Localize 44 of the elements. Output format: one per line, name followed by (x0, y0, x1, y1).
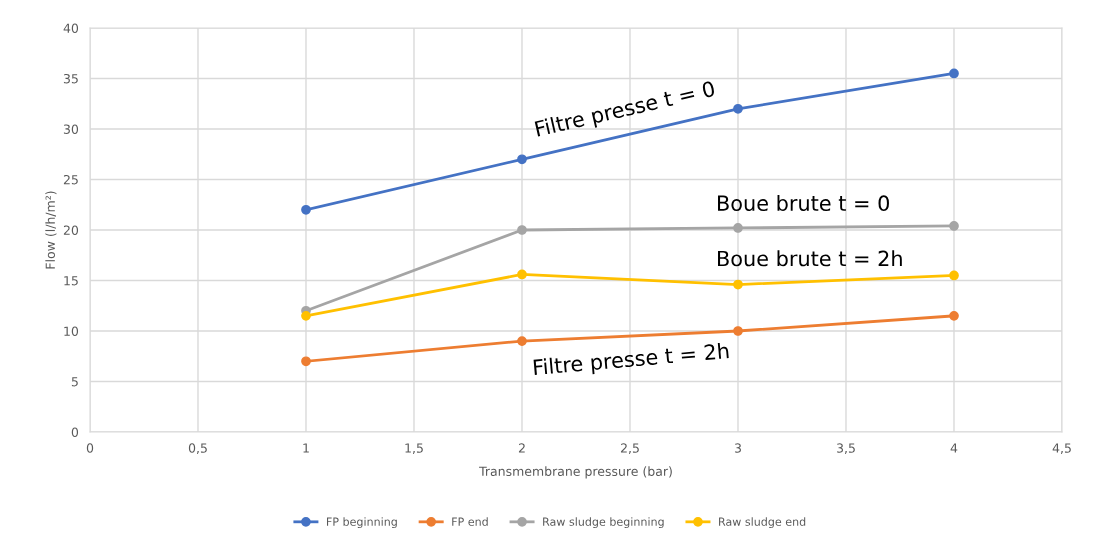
point (517, 225, 527, 235)
annotation: Filtre presse t = 2h (533, 342, 730, 380)
y-tick-label: 5 (71, 377, 78, 387)
y-tick-label: 25 (63, 174, 78, 185)
point (949, 68, 959, 79)
x-tick-label: 3,5 (837, 443, 855, 455)
legend-label: FP end (452, 517, 488, 526)
point (949, 310, 959, 321)
point (517, 154, 527, 165)
y-tick-label: 10 (64, 326, 79, 336)
x-tick-label: 0,5 (188, 443, 207, 455)
point (517, 269, 527, 280)
x-tick-label: 1,5 (405, 443, 423, 455)
x-tick-label: 2,5 (620, 443, 639, 455)
legend-label: Raw sludge end (719, 517, 806, 529)
y-tick-label: 20 (63, 225, 79, 235)
point (949, 270, 959, 281)
point (517, 336, 527, 346)
annotation: Boue brute t = 2h (718, 250, 902, 267)
point (301, 204, 311, 215)
y-tick-label: 35 (63, 73, 78, 84)
y-tick-label: 15 (64, 276, 78, 286)
point (301, 356, 311, 367)
legend-label: FP beginning (327, 517, 397, 529)
y-tick-label: 0 (71, 427, 79, 437)
legend-label: Raw sludge beginning (543, 517, 664, 529)
annotation: Filtre presse t = 0 (534, 80, 717, 141)
point (733, 279, 743, 290)
x-tick-label: 1 (303, 443, 309, 453)
annotation: Boue brute t = 0 (718, 194, 889, 212)
point (949, 221, 959, 231)
x-tick-label: 4 (950, 443, 958, 453)
x-tick-label: 2 (518, 443, 525, 453)
point (733, 103, 743, 114)
y-axis-title: Flow (l/h/m²) (45, 191, 57, 269)
x-axis-title: Transmembrane pressure (bar) (479, 466, 672, 479)
x-tick-label: 3 (734, 443, 741, 453)
point (733, 326, 743, 336)
x-tick-label: 0 (86, 443, 94, 453)
y-tick-label: 40 (63, 23, 79, 33)
point (301, 310, 311, 321)
x-tick-label: 4,5 (1052, 443, 1071, 455)
point (733, 223, 743, 233)
y-tick-label: 30 (63, 124, 79, 134)
